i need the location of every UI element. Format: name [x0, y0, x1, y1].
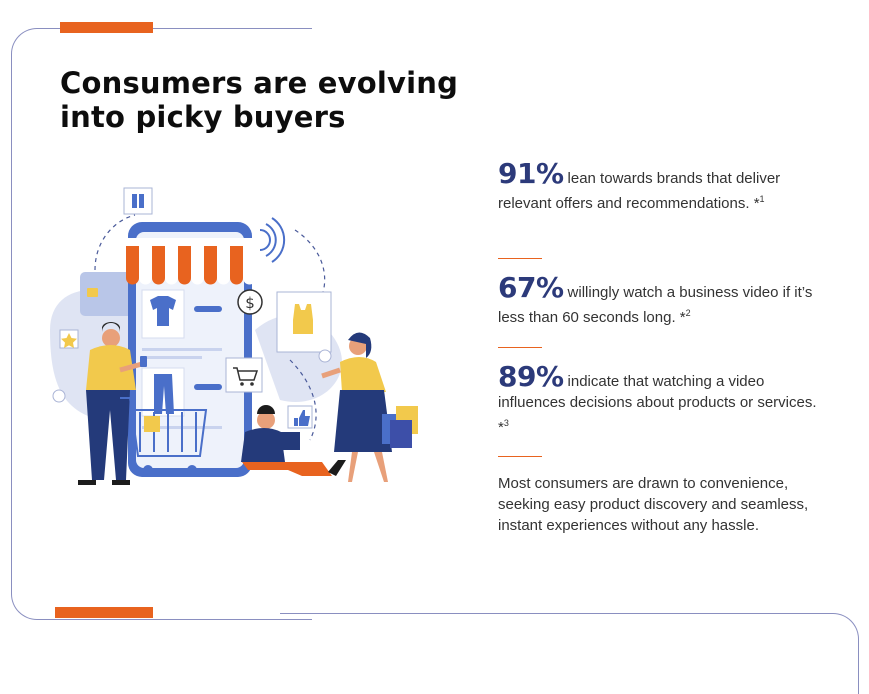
shopping-illustration: $ — [50, 187, 418, 485]
thumbs-up-icon — [287, 405, 313, 429]
stat-67: 67% willingly watch a business video if i… — [498, 274, 828, 328]
page-title: Consumers are evolving into picky buyers — [60, 66, 459, 134]
frame-border-left — [11, 28, 312, 620]
divider — [498, 258, 542, 259]
svg-text:$: $ — [245, 294, 255, 312]
accent-bar-top — [60, 22, 153, 33]
stat-text: lean towards brands that deliver relevan… — [498, 170, 781, 212]
gift-icon — [123, 187, 153, 215]
stat-91: 91% lean towards brands that deliver rele… — [498, 160, 828, 214]
wifi-icon — [259, 217, 286, 263]
divider — [498, 347, 542, 348]
frame-border-bottom — [280, 613, 830, 614]
footnote-ref: 1 — [759, 194, 765, 204]
stat-text: willingly watch a business video if it’s… — [498, 284, 813, 326]
star-icon — [59, 329, 79, 349]
footnote-ref: 2 — [685, 308, 691, 318]
shopping-cart-icon — [225, 357, 263, 393]
stat-89: 89% indicate that watching a video influe… — [498, 363, 828, 438]
heart-icon — [52, 349, 332, 403]
stat-value: 67% — [498, 271, 564, 304]
summary-text: Most consumers are drawn to convenience,… — [498, 475, 809, 534]
stat-value: 89% — [498, 360, 564, 393]
frame-border-corner — [800, 613, 859, 694]
divider — [498, 456, 542, 457]
credit-card-icon — [80, 272, 142, 316]
accent-bar-bottom — [55, 607, 153, 618]
dollar-icon: $ — [237, 289, 263, 315]
stat-value: 91% — [498, 157, 564, 190]
footnote-ref: 3 — [503, 418, 509, 428]
stat-text: indicate that watching a video influence… — [498, 373, 817, 436]
